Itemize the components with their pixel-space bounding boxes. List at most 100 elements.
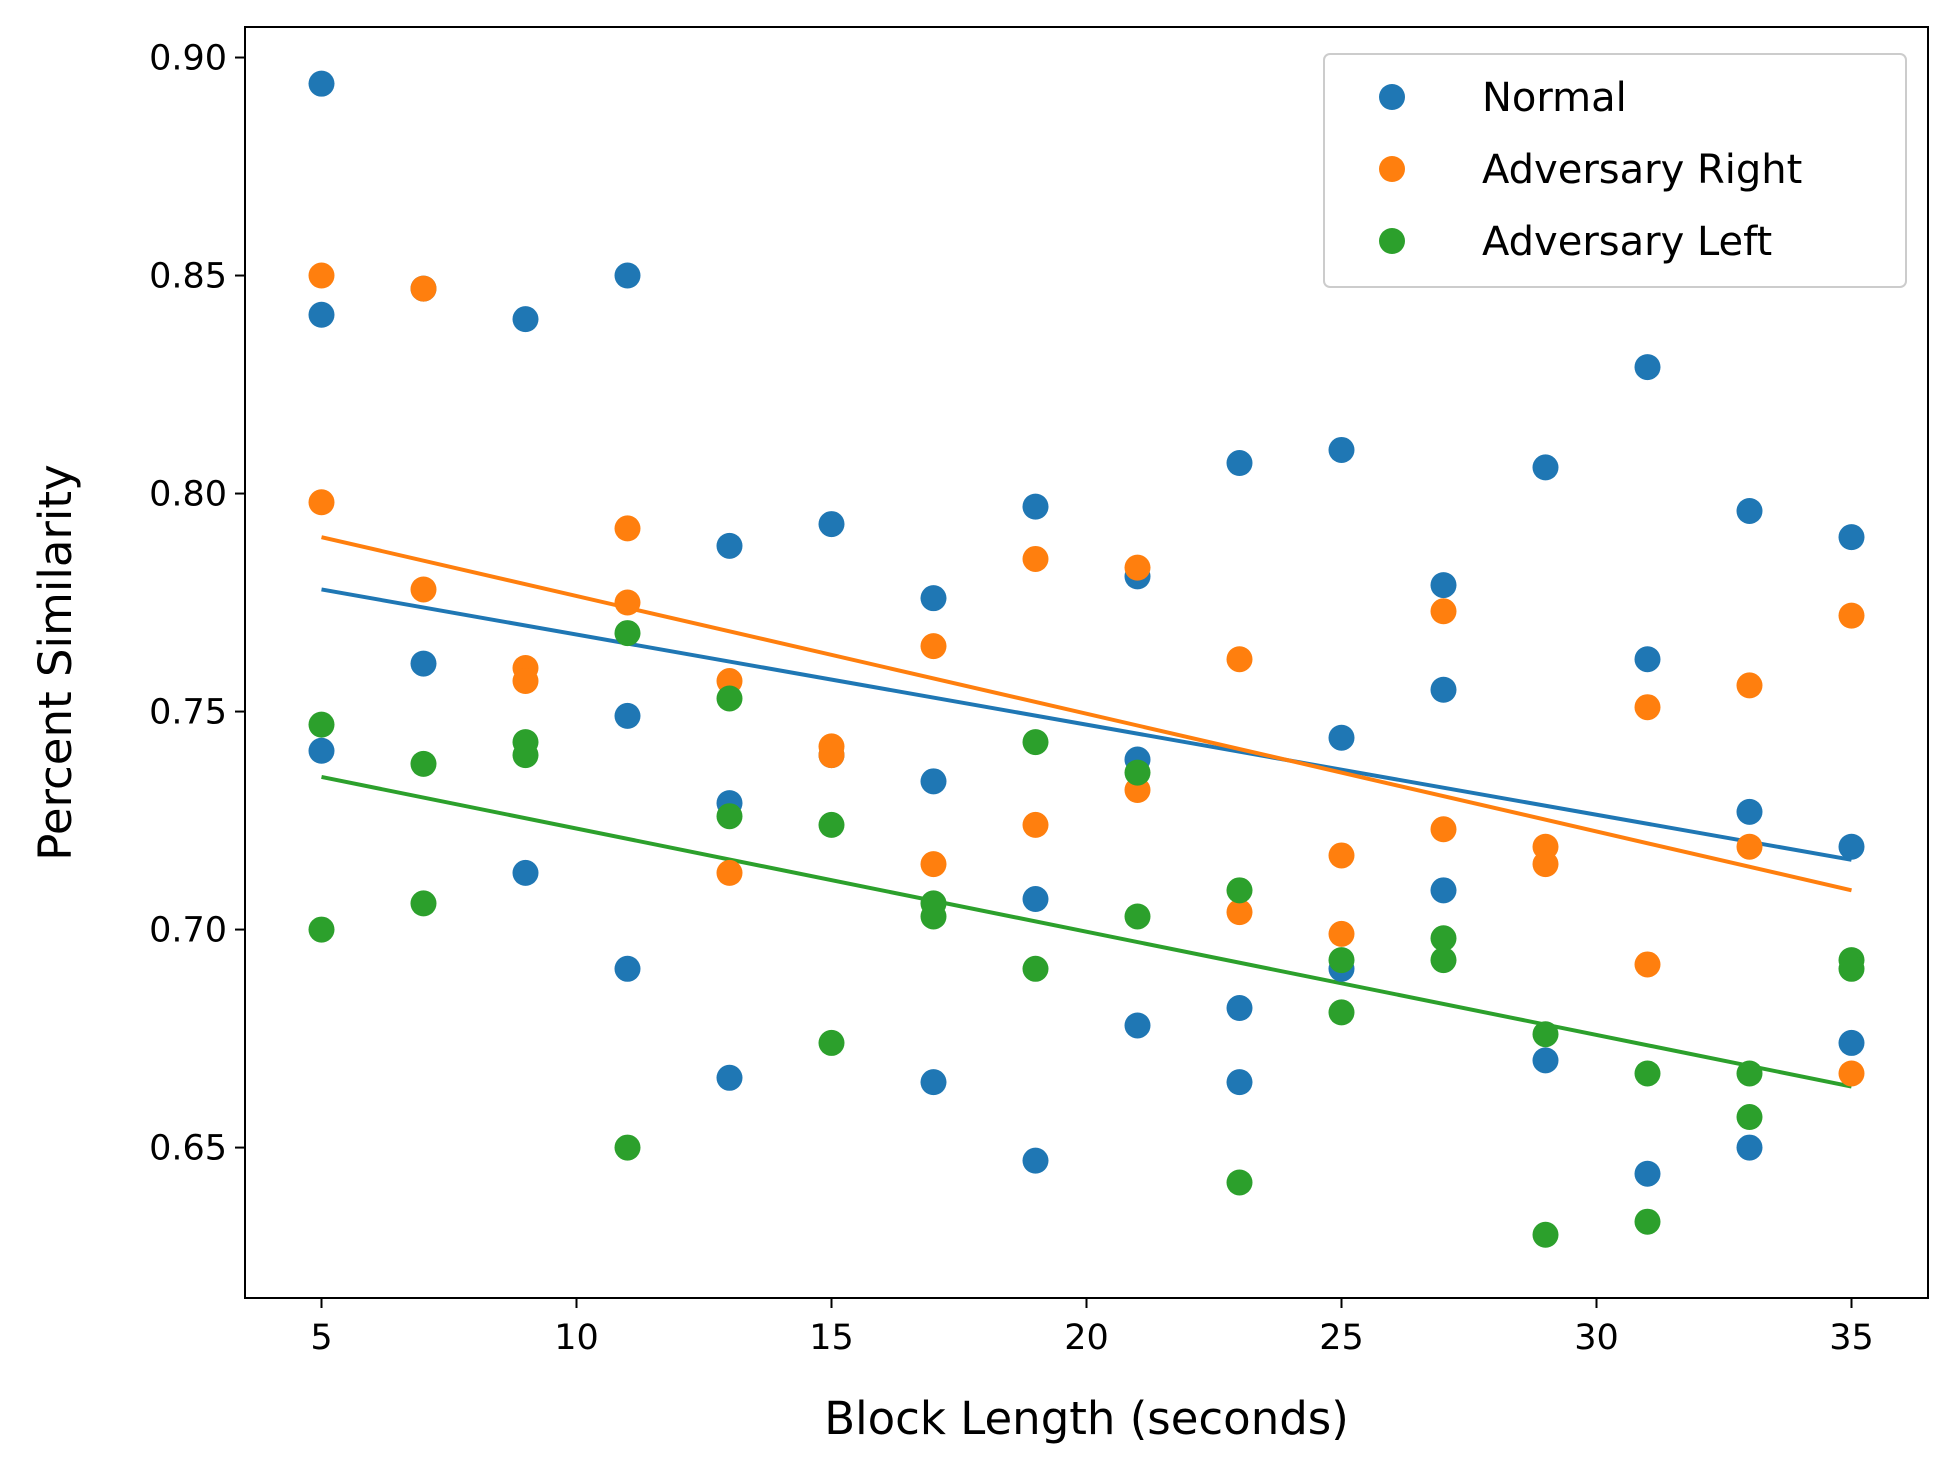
- legend-label-series-3: Adversary Left: [1482, 219, 1772, 265]
- point-series-2: [1328, 920, 1355, 947]
- point-series-3: [1124, 903, 1151, 930]
- y-tick-label: 0.90: [149, 39, 227, 79]
- legend-label-series-2: Adversary Right: [1482, 147, 1802, 193]
- point-series-2: [1022, 545, 1049, 572]
- y-axis-title: Percent Similarity: [29, 464, 82, 860]
- point-series-1: [410, 650, 437, 677]
- point-series-3: [1532, 1221, 1559, 1248]
- point-series-3: [1226, 877, 1253, 904]
- point-series-1: [1022, 886, 1049, 913]
- point-series-3: [410, 890, 437, 917]
- point-series-3: [1022, 729, 1049, 756]
- point-series-1: [308, 301, 335, 328]
- point-series-1: [1328, 436, 1355, 463]
- point-series-1: [1838, 833, 1865, 860]
- point-series-2: [614, 515, 641, 542]
- point-series-3: [614, 620, 641, 647]
- point-series-2: [920, 633, 947, 660]
- point-series-3: [818, 1029, 845, 1056]
- legend-marker-series-3: [1379, 228, 1405, 254]
- point-series-3: [818, 811, 845, 838]
- point-series-1: [1736, 1134, 1763, 1161]
- point-series-3: [1328, 999, 1355, 1026]
- y-tick-label: 0.65: [149, 1129, 227, 1169]
- point-series-1: [512, 859, 539, 886]
- point-series-3: [1838, 955, 1865, 982]
- point-series-1: [1022, 493, 1049, 520]
- point-series-3: [614, 1134, 641, 1161]
- point-series-2: [1430, 816, 1457, 843]
- legend-label-series-1: Normal: [1482, 75, 1627, 121]
- point-series-2: [1226, 646, 1253, 673]
- point-series-2: [1736, 833, 1763, 860]
- point-series-1: [614, 955, 641, 982]
- point-series-1: [1532, 1047, 1559, 1074]
- point-series-1: [716, 532, 743, 559]
- x-tick-label: 15: [809, 1318, 854, 1358]
- point-series-1: [818, 511, 845, 538]
- point-series-3: [716, 803, 743, 830]
- point-series-2: [308, 489, 335, 516]
- x-axis-title: Block Length (seconds): [824, 1392, 1349, 1445]
- y-tick-label: 0.85: [149, 257, 227, 297]
- trend-line-series-3: [321, 774, 1852, 1089]
- point-series-3: [920, 903, 947, 930]
- legend: Normal Adversary Right Adversary Left: [1323, 53, 1907, 288]
- point-series-2: [1634, 694, 1661, 721]
- legend-marker-series-1: [1379, 84, 1405, 110]
- point-series-3: [308, 916, 335, 943]
- point-series-2: [920, 851, 947, 878]
- point-series-3: [1532, 1021, 1559, 1048]
- point-series-1: [1226, 450, 1253, 477]
- point-series-2: [410, 275, 437, 302]
- point-series-3: [1022, 955, 1049, 982]
- point-series-3: [1430, 925, 1457, 952]
- legend-box: [1323, 53, 1907, 288]
- point-series-3: [1124, 759, 1151, 786]
- point-series-3: [1226, 1169, 1253, 1196]
- point-series-2: [512, 668, 539, 695]
- point-series-2: [1022, 811, 1049, 838]
- point-series-1: [1430, 877, 1457, 904]
- point-series-3: [1634, 1060, 1661, 1087]
- trend-line-series-2: [321, 535, 1852, 893]
- point-series-1: [1226, 995, 1253, 1022]
- point-series-1: [1124, 1012, 1151, 1039]
- point-series-3: [1634, 1208, 1661, 1235]
- point-series-2: [1838, 602, 1865, 629]
- y-tick-label: 0.80: [149, 475, 227, 515]
- point-series-2: [1838, 1060, 1865, 1087]
- x-tick-label: 30: [1574, 1318, 1619, 1358]
- legend-marker-series-2: [1379, 156, 1405, 182]
- point-series-2: [1430, 598, 1457, 625]
- point-series-1: [1838, 524, 1865, 551]
- point-series-1: [1634, 1160, 1661, 1187]
- x-tick-label: 25: [1319, 1318, 1364, 1358]
- point-series-3: [716, 685, 743, 712]
- point-series-1: [614, 702, 641, 729]
- point-series-1: [1430, 676, 1457, 703]
- point-series-1: [1634, 354, 1661, 381]
- point-series-2: [308, 262, 335, 289]
- point-series-2: [1328, 842, 1355, 869]
- point-series-3: [1736, 1104, 1763, 1131]
- point-series-1: [1430, 572, 1457, 599]
- x-tick-label: 20: [1064, 1318, 1109, 1358]
- point-series-1: [1022, 1147, 1049, 1174]
- point-series-1: [308, 737, 335, 764]
- point-series-2: [818, 742, 845, 769]
- y-tick-label: 0.75: [149, 693, 227, 733]
- x-tick-label: 35: [1829, 1318, 1874, 1358]
- y-axis-ticks: 0.65 0.70 0.75 0.80 0.85 0.90: [149, 39, 245, 1169]
- trend-lines: [321, 535, 1852, 1089]
- point-series-2: [410, 576, 437, 603]
- point-series-1: [308, 70, 335, 97]
- point-series-1: [614, 262, 641, 289]
- point-series-1: [920, 768, 947, 795]
- point-series-1: [1634, 646, 1661, 673]
- data-points: [308, 70, 1865, 1248]
- point-series-3: [308, 711, 335, 738]
- point-series-1: [920, 1069, 947, 1096]
- point-series-1: [920, 585, 947, 612]
